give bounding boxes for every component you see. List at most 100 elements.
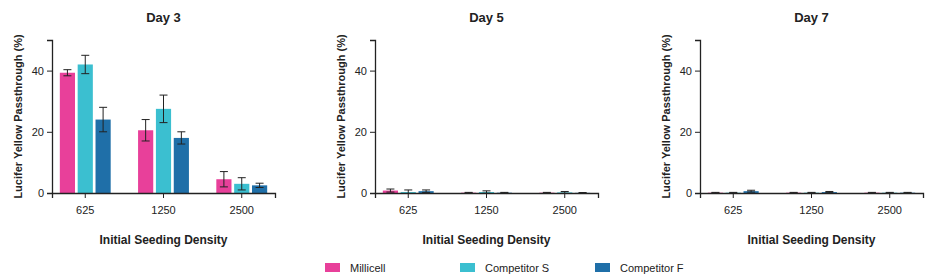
error-bar	[99, 107, 107, 131]
error-line	[67, 70, 68, 76]
y-tick-mark	[47, 132, 52, 133]
y-tick-label: 40	[355, 65, 367, 77]
bar	[479, 192, 494, 193]
y-tick: 40	[355, 65, 375, 77]
error-cap	[238, 177, 246, 178]
y-axis-title: Lucifer Yellow Passthrough (%)	[335, 34, 347, 199]
y-axis: 0 20 40	[355, 41, 376, 200]
error-line	[85, 55, 86, 73]
error-cap	[561, 191, 569, 192]
x-tick-mark	[163, 193, 164, 198]
y-tick-label: 20	[680, 126, 692, 138]
x-tick-label: 2500	[878, 204, 902, 216]
error-cap	[904, 192, 912, 193]
error-cap	[868, 192, 876, 193]
y-tick-label: 20	[355, 126, 367, 138]
legend-swatch	[460, 263, 475, 272]
x-tick: 1250	[799, 193, 823, 216]
bar	[744, 191, 759, 193]
x-tick-label: 625	[399, 204, 417, 216]
chart-title: Day 3	[146, 10, 181, 25]
error-cap	[808, 192, 816, 193]
error-bar	[790, 192, 798, 193]
y-tick-mark	[47, 71, 52, 72]
legend-swatch	[595, 263, 610, 272]
y-tick: 40	[680, 65, 700, 77]
x-tick-label: 1250	[474, 204, 498, 216]
series	[401, 190, 573, 193]
error-bar	[63, 70, 71, 76]
panel: 0204062512502500Day 5Initial Seeding Den…	[335, 10, 599, 247]
chart-title: Day 5	[469, 10, 504, 25]
error-cap	[465, 192, 473, 193]
error-cap	[543, 192, 551, 193]
y-tick-label: 40	[32, 65, 44, 77]
legend: MillicellCompetitor SCompetitor F	[325, 262, 684, 274]
series	[726, 192, 898, 193]
legend-label: Millicell	[350, 262, 385, 274]
y-axis-line	[695, 41, 701, 194]
y-tick-label: 0	[361, 187, 367, 199]
series	[708, 192, 880, 193]
y-axis-line	[47, 41, 53, 194]
x-tick: 1250	[151, 193, 175, 216]
error-cap	[220, 171, 228, 172]
x-tick: 625	[724, 193, 742, 216]
panel: 0204062512502500Day 7Initial Seeding Den…	[660, 10, 924, 247]
error-cap	[500, 192, 508, 193]
error-cap	[747, 190, 755, 191]
error-bar	[160, 95, 168, 123]
legend-label: Competitor S	[485, 262, 549, 274]
error-cap	[177, 131, 185, 132]
error-bar	[177, 132, 185, 144]
y-tick-mark	[695, 71, 700, 72]
error-bar	[386, 189, 394, 192]
error-line	[103, 107, 104, 131]
y-axis: 02040	[32, 41, 53, 200]
x-axis-line	[376, 194, 599, 199]
error-line	[163, 95, 164, 123]
x-tick-label: 1250	[151, 204, 175, 216]
error-cap	[404, 189, 412, 190]
y-tick: 0	[38, 187, 52, 199]
error-cap	[142, 140, 150, 141]
x-tick-mark	[486, 193, 487, 198]
x-tick-mark	[241, 193, 242, 198]
error-bar	[256, 183, 264, 187]
x-tick-label: 2500	[553, 204, 577, 216]
y-tick: 0	[686, 187, 700, 199]
chart-title: Day 7	[794, 10, 829, 25]
y-tick-mark	[370, 71, 375, 72]
error-bar	[81, 55, 89, 73]
x-tick: 2500	[230, 193, 254, 216]
y-tick-label: 0	[38, 187, 44, 199]
y-tick: 0	[361, 187, 375, 199]
y-tick: 20	[355, 126, 375, 138]
error-cap	[256, 187, 264, 188]
panel: 0204062512502500Day 3Initial Seeding Den…	[12, 10, 276, 247]
error-bar	[404, 190, 412, 193]
error-cap	[177, 144, 185, 145]
error-cap	[422, 192, 430, 193]
y-tick-mark	[370, 132, 375, 133]
error-cap	[886, 192, 894, 193]
error-cap	[711, 192, 719, 193]
error-cap	[729, 192, 737, 193]
plot-area	[60, 55, 267, 193]
x-tick: 2500	[553, 193, 577, 216]
bar	[78, 64, 93, 193]
error-cap	[386, 189, 394, 190]
series	[419, 190, 591, 193]
x-tick-mark	[85, 193, 86, 198]
x-tick: 625	[76, 193, 94, 216]
x-tick-mark	[733, 193, 734, 198]
series	[96, 107, 268, 193]
x-axis: 625 1250 2500	[376, 193, 599, 216]
error-bar	[561, 191, 569, 193]
x-tick-label: 625	[724, 204, 742, 216]
x-axis: 625 1250 2500	[53, 193, 276, 216]
plot-area	[383, 189, 590, 193]
x-tick-mark	[564, 193, 565, 198]
error-bar	[483, 191, 491, 193]
error-bar	[500, 192, 508, 193]
